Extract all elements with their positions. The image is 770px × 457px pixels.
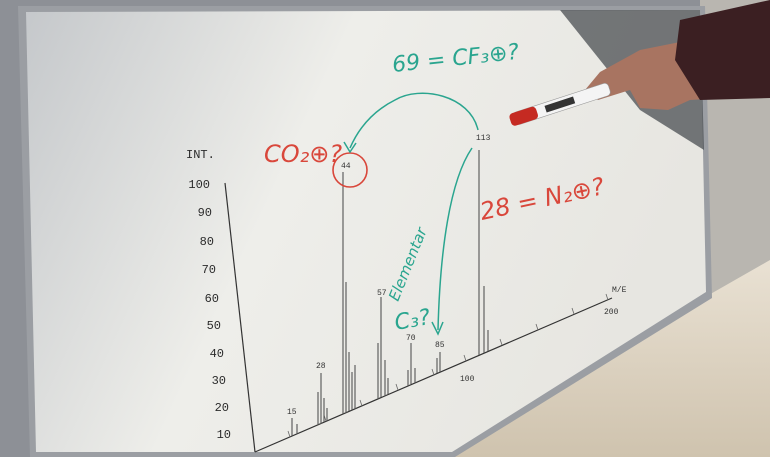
y-tick-label: 100 (188, 178, 210, 192)
y-axis-label: INT. (186, 148, 215, 162)
x-axis-label: M/E (612, 286, 627, 295)
peak-label: 28 (316, 362, 326, 371)
annotation: CO₂⊕? (264, 140, 342, 168)
x-tick-label: 200 (604, 308, 619, 317)
peak-label: 15 (287, 408, 297, 417)
y-tick-label: 30 (212, 374, 226, 388)
peak-label: 113 (476, 134, 491, 143)
y-tick-label: 60 (205, 292, 219, 306)
peak-label: 44 (341, 162, 351, 171)
photo: INT. 100 90 80 70 60 50 40 30 20 10 100 … (0, 0, 770, 457)
y-tick-label: 80 (200, 235, 214, 249)
y-tick-label: 50 (207, 319, 221, 333)
x-tick-label: 100 (460, 375, 475, 384)
y-tick-label: 10 (217, 428, 231, 442)
peak-label: 70 (406, 334, 416, 343)
y-tick-label: 40 (210, 347, 224, 361)
peak-label: 85 (435, 341, 445, 350)
y-tick-label: 70 (202, 263, 216, 277)
y-tick-label: 20 (215, 401, 229, 415)
y-tick-label: 90 (198, 206, 212, 220)
